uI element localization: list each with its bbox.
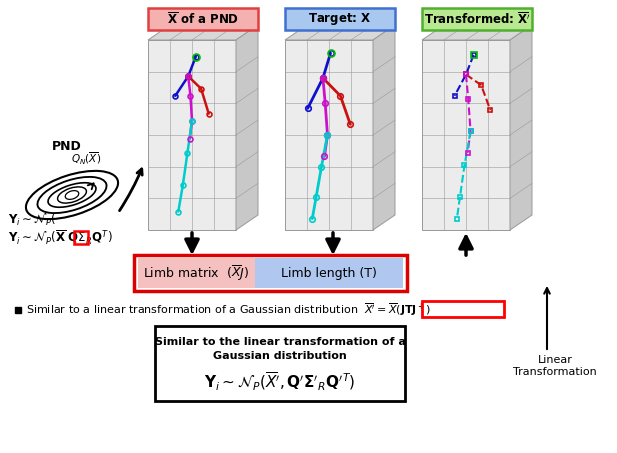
Text: Gaussian distribution: Gaussian distribution: [213, 351, 347, 361]
Text: Target: $\mathbf{X}$: Target: $\mathbf{X}$: [308, 11, 371, 27]
Polygon shape: [373, 25, 395, 230]
Text: $\mathbf{Y}_i \sim \mathcal{N}_P(\overline{X}', \mathbf{Q}'\mathbf{\Sigma}'_R \m: $\mathbf{Y}_i \sim \mathcal{N}_P(\overli…: [204, 371, 356, 393]
Bar: [74, 231, 88, 244]
Polygon shape: [422, 40, 510, 230]
Bar: [138, 258, 255, 288]
Text: $Q_N(\overline{X})$: $Q_N(\overline{X})$: [71, 151, 101, 167]
Text: Linear
Transformation: Linear Transformation: [513, 355, 597, 377]
Polygon shape: [510, 25, 532, 230]
Text: Similar to the linear transformation of a: Similar to the linear transformation of …: [155, 337, 405, 347]
Text: Limb length (T): Limb length (T): [281, 266, 377, 280]
Polygon shape: [285, 40, 373, 230]
Text: PND: PND: [52, 140, 82, 154]
Text: Similar to a linear transformation of a Gaussian distribution  $\overline{X}^{\p: Similar to a linear transformation of a …: [26, 302, 431, 318]
Polygon shape: [148, 25, 258, 40]
Polygon shape: [285, 25, 395, 40]
Text: Transformed: $\overline{\mathbf{X}}'$: Transformed: $\overline{\mathbf{X}}'$: [424, 11, 531, 27]
Text: $\overline{\mathbf{X}}$ of a PND: $\overline{\mathbf{X}}$ of a PND: [167, 11, 239, 27]
Polygon shape: [236, 25, 258, 230]
Text: $\mathbf{Y}_i \sim \mathcal{N}_P(\overline{\mathbf{X}}\ \mathbf{Q}\Sigma_R\mathb: $\mathbf{Y}_i \sim \mathcal{N}_P(\overli…: [8, 229, 113, 247]
Text: Limb matrix  $(\overline{X}J)$: Limb matrix $(\overline{X}J)$: [143, 264, 250, 283]
Bar: [148, 8, 258, 30]
Bar: [285, 8, 395, 30]
Polygon shape: [148, 40, 236, 230]
Bar: [255, 258, 403, 288]
Bar: [422, 301, 504, 317]
Bar: [134, 255, 407, 291]
Text: $\mathbf{Y}_i \sim \mathcal{N}_P($: $\mathbf{Y}_i \sim \mathcal{N}_P($: [8, 212, 56, 228]
Bar: [155, 326, 405, 401]
Bar: [422, 8, 532, 30]
Polygon shape: [422, 25, 532, 40]
